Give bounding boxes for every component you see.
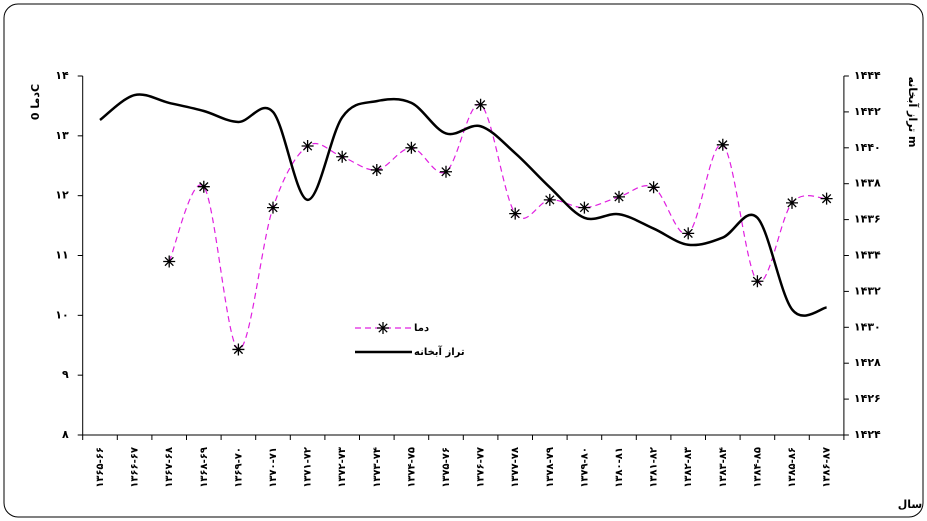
x-tick-label: ۱۳۸۵-۸۶ bbox=[787, 447, 798, 488]
data-point bbox=[301, 140, 314, 153]
legend-label: تراز آبخانه bbox=[414, 345, 465, 358]
x-tick-label: ۱۳۶۵-۶۶ bbox=[95, 447, 106, 488]
data-point bbox=[232, 343, 245, 356]
y2-tick-label: ۱۴۲۴ bbox=[854, 428, 881, 441]
data-point bbox=[647, 181, 660, 194]
y2-tick-label: ۱۴۲۸ bbox=[854, 356, 881, 369]
x-tick-label: ۱۳۸۶-۸۷ bbox=[822, 447, 833, 488]
data-point bbox=[613, 190, 625, 203]
data-point bbox=[197, 180, 210, 193]
x-tick-label: ۱۳۷۷-۷۸ bbox=[510, 447, 521, 488]
x-axis-title: سال bbox=[898, 498, 923, 511]
x-tick-label: ۱۳۷۲-۷۳ bbox=[337, 447, 348, 488]
x-tick-label: ۱۳۷۱-۷۲ bbox=[303, 447, 314, 488]
x-tick-label: ۱۳۷۵-۷۶ bbox=[441, 447, 452, 488]
y2-tick-label: ۱۴۴۴ bbox=[854, 69, 881, 82]
data-point bbox=[543, 193, 556, 206]
data-point bbox=[716, 138, 729, 151]
data-point bbox=[820, 192, 833, 205]
frame bbox=[3, 3, 924, 518]
y2-tick-label: ۱۴۳۴ bbox=[854, 249, 881, 262]
data-point bbox=[370, 163, 383, 176]
x-tick-label: ۱۳۸۰-۸۱ bbox=[614, 447, 625, 488]
x-tick-label: ۱۳۸۳-۸۴ bbox=[718, 447, 729, 488]
y-tick-label: ۱۲ bbox=[55, 189, 69, 202]
x-tick-label: ۱۳۶۸-۶۹ bbox=[199, 447, 210, 488]
data-point bbox=[509, 207, 522, 220]
series-line bbox=[168, 104, 827, 351]
data-point bbox=[267, 201, 279, 214]
y2-axis-title: تراز آبخانه m bbox=[906, 77, 920, 148]
y-tick-label: ۸ bbox=[62, 428, 69, 441]
x-tick-label: ۱۳۸۴-۸۵ bbox=[752, 447, 763, 488]
data-point bbox=[786, 196, 798, 209]
x-tick-label: ۱۳۶۷-۶۸ bbox=[164, 447, 175, 488]
data-point bbox=[336, 150, 349, 163]
y2-tick-label: ۱۴۴۲ bbox=[854, 105, 881, 118]
data-point bbox=[474, 98, 487, 111]
x-tick-label: ۱۳۸۱-۸۲ bbox=[649, 447, 660, 488]
y-tick-label: ۱۴ bbox=[55, 69, 69, 82]
legend-label: دما bbox=[414, 323, 429, 334]
x-tick-label: ۱۳۶۹-۷۰ bbox=[233, 447, 244, 488]
x-tick-label: ۱۳۷۶-۷۷ bbox=[476, 447, 487, 488]
data-point bbox=[751, 275, 764, 288]
y2-tick-label: ۱۴۳۶ bbox=[854, 213, 881, 226]
data-point bbox=[682, 227, 695, 240]
y2-tick-label: ۱۴۳۰ bbox=[854, 320, 881, 333]
y-tick-label: ۹ bbox=[62, 368, 69, 381]
x-tick-label: ۱۳۷۰-۷۱ bbox=[268, 447, 279, 488]
x-tick-label: ۱۳۷۹-۸۰ bbox=[579, 447, 590, 488]
y-tick-label: ۱۰ bbox=[55, 308, 68, 321]
legend-marker bbox=[377, 322, 389, 334]
y2-tick-label: ۱۴۲۶ bbox=[854, 392, 881, 405]
y-tick-label: ۱۱ bbox=[55, 249, 68, 262]
x-tick-label: ۱۳۷۳-۷۴ bbox=[372, 447, 383, 488]
x-tick-label: ۱۳۷۸-۷۹ bbox=[545, 447, 556, 488]
data-point bbox=[163, 255, 176, 268]
data-point bbox=[440, 165, 452, 178]
x-tick-label: ۱۳۸۲-۸۳ bbox=[683, 447, 694, 488]
data-point bbox=[578, 201, 591, 214]
x-tick-label: ۱۳۶۶-۶۷ bbox=[130, 447, 141, 488]
y-axis-title: دما 0C bbox=[29, 84, 42, 120]
y2-tick-label: ۱۴۳۸ bbox=[854, 177, 881, 190]
x-tick-label: ۱۳۷۴-۷۵ bbox=[406, 447, 417, 488]
series-line bbox=[99, 93, 827, 317]
y-tick-label: ۱۳ bbox=[55, 129, 69, 142]
y2-tick-label: ۱۴۳۲ bbox=[854, 284, 881, 297]
data-point bbox=[405, 141, 418, 154]
y2-tick-label: ۱۴۴۰ bbox=[854, 141, 881, 154]
